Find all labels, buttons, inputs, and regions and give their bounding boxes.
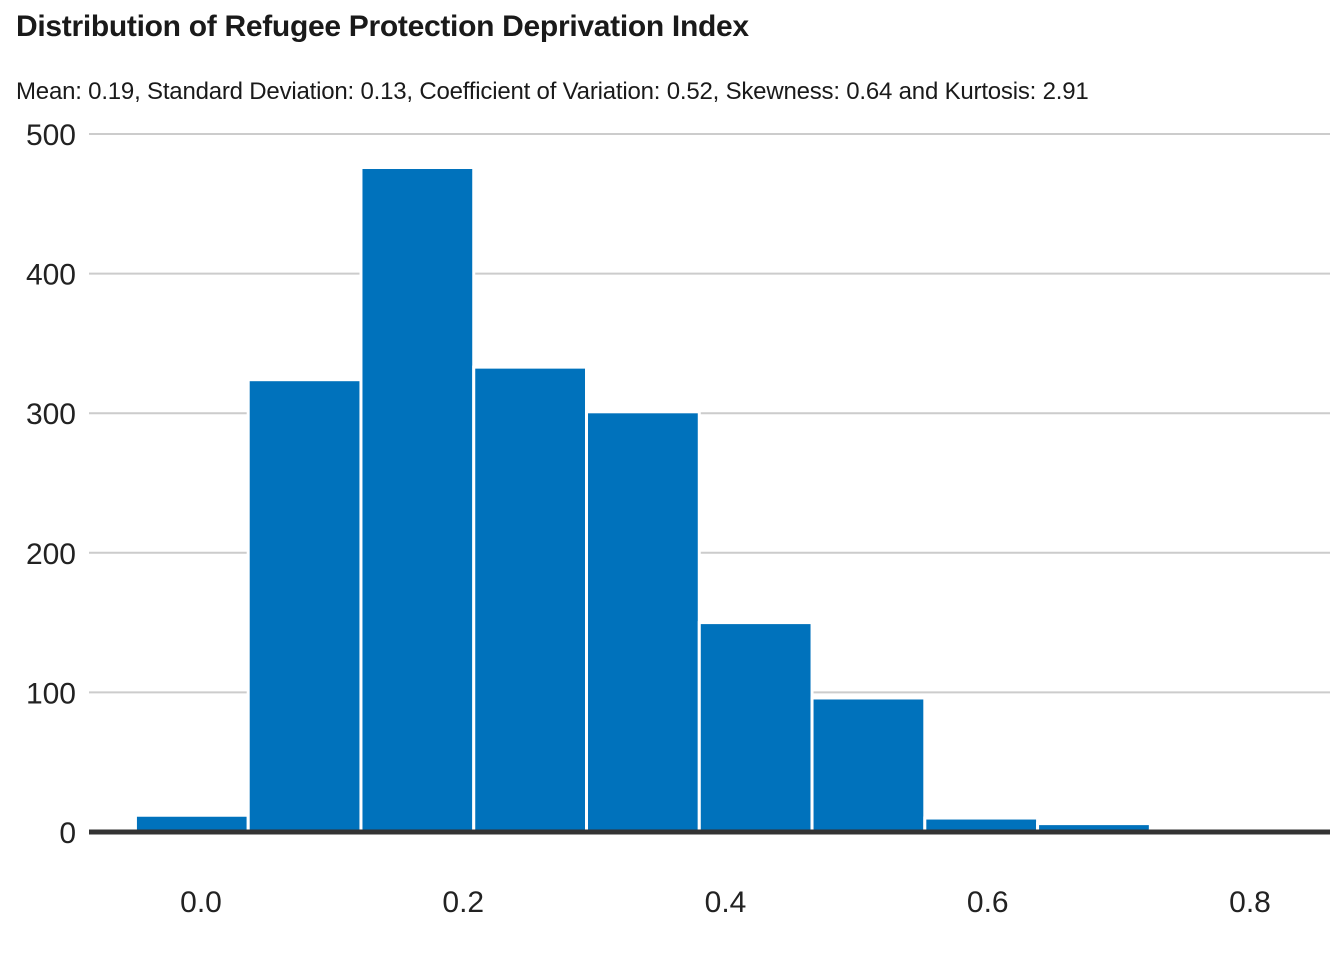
histogram-bar [246,378,363,834]
y-tick-label: 500 [26,119,76,152]
histogram-bar [585,410,701,834]
histogram-bar [359,166,476,834]
chart-subtitle: Mean: 0.19, Standard Deviation: 0.13, Co… [16,78,1089,105]
x-tick-label: 0.6 [967,886,1009,919]
y-tick-label: 200 [26,538,76,571]
y-tick-label: 400 [26,259,76,292]
chart-title: Distribution of Refugee Protection Depri… [16,10,749,43]
x-tick-label: 0.0 [180,886,222,919]
y-tick-label: 0 [59,817,76,850]
x-tick-label: 0.2 [442,886,484,919]
x-tick-label: 0.8 [1229,886,1271,919]
histogram-bar [472,365,589,834]
x-tick-label: 0.4 [705,886,747,919]
y-tick-label: 100 [26,677,76,710]
histogram-bar [697,621,814,834]
histogram-bar [133,813,250,834]
y-tick-label: 300 [26,398,76,431]
histogram-bar [810,696,927,834]
